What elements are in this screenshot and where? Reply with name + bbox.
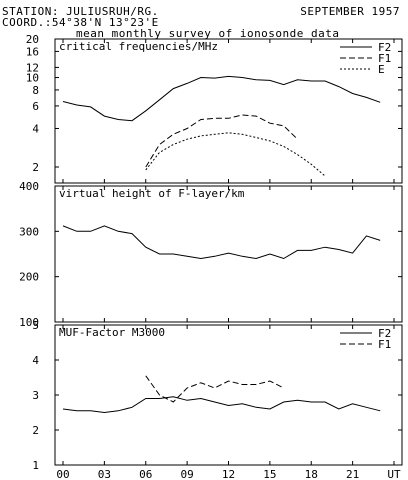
y-tick-label: 6	[32, 100, 39, 113]
y-tick-label: 12	[26, 61, 39, 74]
panel-frame	[54, 38, 403, 184]
y-tick-label: 2	[32, 161, 39, 174]
series-line-f2	[62, 75, 381, 122]
x-tick-label: 18	[305, 468, 318, 480]
panel-title: MUF-Factor M3000	[59, 326, 165, 339]
x-tick-label: 06	[139, 468, 152, 480]
y-tick-label: 5	[32, 319, 39, 332]
y-tick-label: 3	[32, 389, 39, 402]
coord-label: COORD.:54°38'N 13°23'E	[2, 16, 159, 29]
legend-label: F1	[378, 338, 391, 351]
series-line-f2	[62, 396, 381, 414]
series-line-height	[62, 225, 381, 260]
series-line-f1	[145, 375, 284, 403]
y-tick-label: 16	[26, 45, 39, 58]
date-label: SEPTEMBER 1957	[300, 5, 400, 18]
legend-label: F1	[378, 52, 391, 65]
y-tick-label: 20	[26, 33, 39, 46]
series-line-e	[145, 132, 326, 177]
y-tick-label: 4	[32, 122, 39, 135]
x-tick-label: 15	[263, 468, 276, 480]
x-tick-label: 00	[56, 468, 69, 480]
legend-label: F2	[378, 327, 391, 340]
x-tick-label: 03	[98, 468, 111, 480]
series-line-f1	[145, 114, 298, 168]
y-tick-label: 4	[32, 354, 39, 367]
y-tick-label: 2	[32, 424, 39, 437]
legend-label: E	[378, 63, 385, 76]
y-tick-label: 10	[26, 72, 39, 85]
chart-subtitle: mean monthly survey of ionosonde data	[76, 27, 340, 40]
x-tick-label: UT	[387, 468, 401, 480]
y-tick-label: 100	[19, 316, 39, 329]
y-tick-label: 300	[19, 225, 39, 238]
panel-title: virtual height of F-layer/km	[59, 187, 245, 200]
legend-label: F2	[378, 41, 391, 54]
station-label: STATION: JULIUSRUH/RG.	[2, 5, 159, 18]
panel-title: critical frequencies/MHz	[59, 40, 218, 53]
y-tick-label: 8	[32, 84, 39, 97]
panel-frame	[54, 324, 403, 466]
x-tick-label: 09	[181, 468, 194, 480]
y-tick-label: 1	[32, 459, 39, 472]
y-tick-label: 200	[19, 271, 39, 284]
x-tick-label: 21	[346, 468, 359, 480]
x-tick-label: 12	[222, 468, 235, 480]
panel-frame	[54, 185, 403, 323]
y-tick-label: 400	[19, 180, 39, 193]
